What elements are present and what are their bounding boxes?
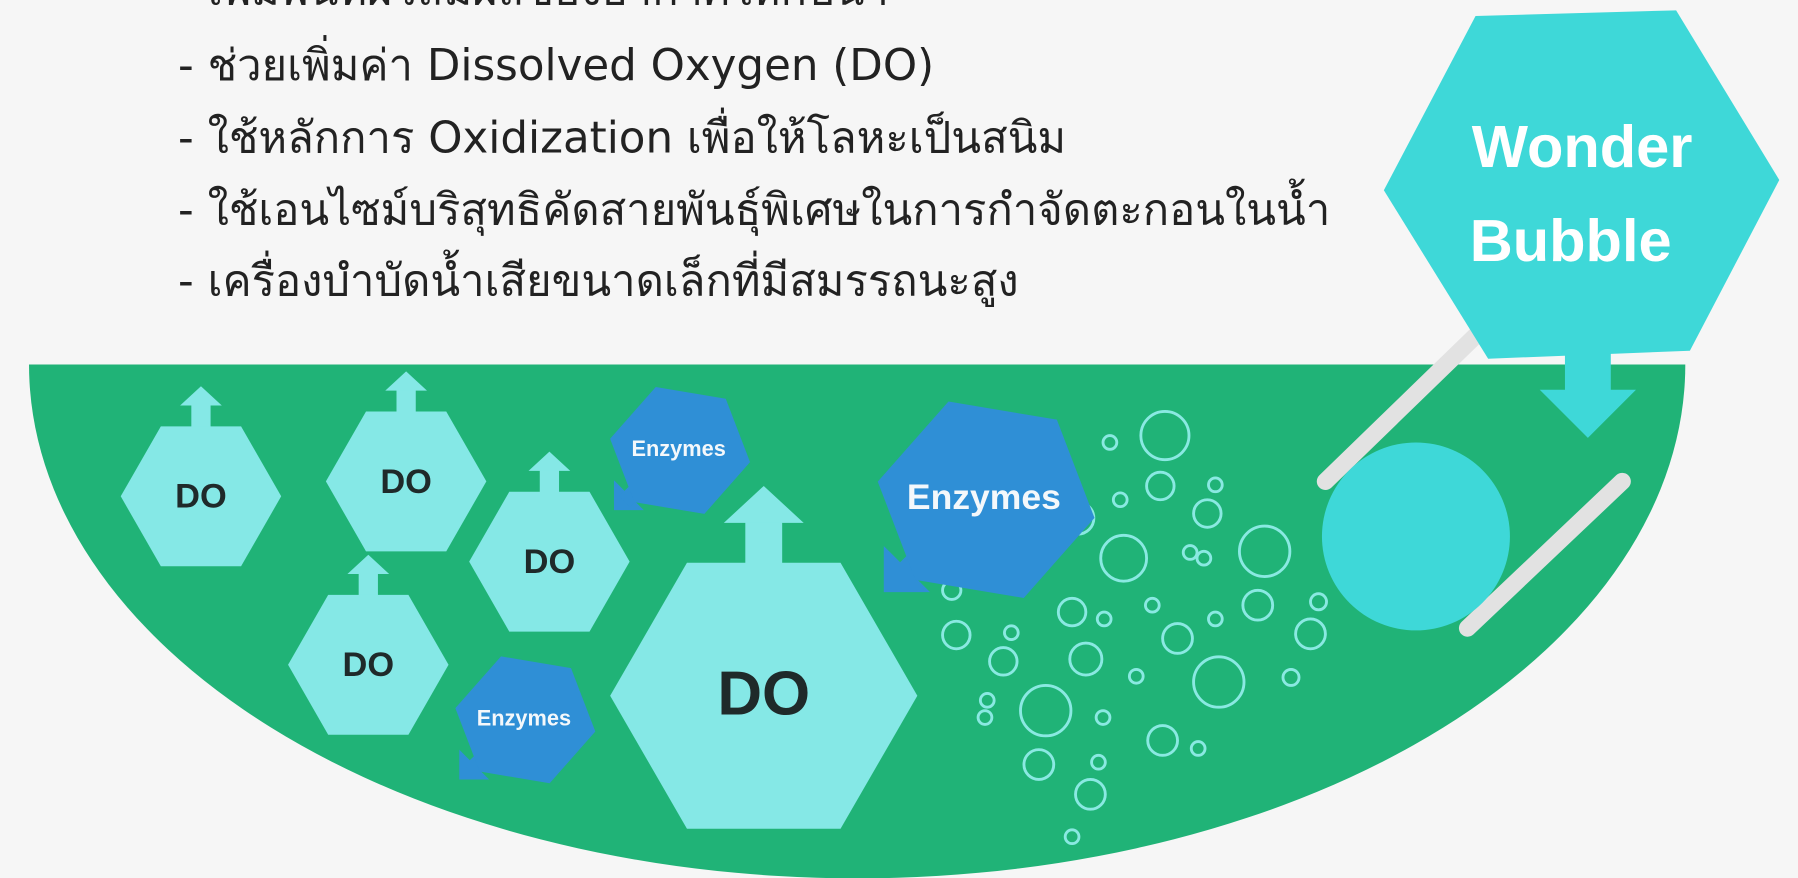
bubble [1189,740,1207,757]
do-arrow [539,469,560,495]
bubble [1019,684,1073,738]
rod [1458,472,1631,637]
rod [1316,323,1488,491]
bubble [1195,549,1213,567]
bubble [978,692,996,709]
do-arrow [191,403,211,430]
bubble [1090,753,1107,771]
enzyme-hexagon [610,387,751,514]
bubble [1237,524,1292,578]
enzyme-label: Enzymes [907,477,1061,517]
do-arrow [745,519,783,569]
do-hexagon [120,426,282,567]
enzyme-label: Enzymes [477,706,571,731]
bubble [1111,491,1129,509]
do-arrow [723,485,804,523]
do-label: DO [343,646,395,684]
bubble [1022,748,1056,781]
do-arrow [358,572,378,599]
bullet: - ช่วยเพิ่มค่า Dissolved Oxygen (DO) [178,35,934,91]
bubble [1207,476,1224,494]
do-arrow [180,386,222,406]
bullet: - เครื่องบำบัดน้ำเสียขนาดเล็กที่มีสมรรถน… [178,250,1019,308]
bubble [1068,641,1104,677]
do-arrow [528,451,571,471]
arrow [1539,389,1637,438]
bubble [1095,610,1113,628]
do-label: DO [175,478,227,516]
enzyme-arrow [613,480,644,511]
bubble [1139,410,1191,462]
bullet: - เพิ่มพื้นที่ผิวสัมผัสของอากาศให้กับน้ำ [178,0,889,16]
bubble-ball [1321,442,1510,631]
bubble [1101,434,1119,451]
bullet-list: - เพิ่มพื้นที่ผิวสัมผัสของอากาศให้กับน้ำ… [178,0,1330,308]
arrow [1564,343,1611,393]
bubble [976,709,994,726]
bubble [1099,533,1149,583]
enzyme-hexagon [455,656,596,784]
bubble [941,619,972,651]
bubble [1003,624,1020,642]
bubble [1127,667,1145,685]
bubble [1241,588,1275,622]
do-hexagon [325,411,487,552]
bubble [988,646,1019,677]
do-label: DO [380,463,432,501]
bubble [1063,828,1081,846]
bubble [1207,610,1224,628]
bubble [1281,667,1301,687]
bullet: - ใช้หลักการ Oxidization เพื่อให้โลหะเป็… [178,107,1066,163]
do-hexagon [610,562,918,829]
do-hexagon [288,594,449,735]
bubble [1146,724,1179,757]
bullet: - ใช้เอนไซม์บริสุทธิคัดสายพันธุ์พิเศษในก… [178,179,1330,237]
bubble [1094,709,1112,726]
bubble [1192,655,1246,709]
bubble [1056,596,1088,628]
bubble [1144,596,1161,614]
bubble [1074,777,1107,811]
bubble [1309,592,1328,612]
enzyme-arrow [883,545,930,593]
do-arrow [347,554,390,575]
bubble [1145,470,1176,502]
do-label: DO [524,543,576,581]
bubble [1181,544,1199,561]
shapes: DO DO DO DO DO Enzymes Enzymes Enzymes [120,371,1328,846]
do-arrow [385,371,427,391]
do-label: DO [717,659,810,728]
do-arrow [396,389,416,415]
product-name: Wonder [1472,113,1693,180]
bubble [1294,617,1327,651]
bubble [1161,622,1194,655]
enzyme-hexagon [877,401,1095,598]
enzyme-label: Enzymes [631,436,725,461]
bubble [1192,498,1223,529]
do-hexagon [469,491,630,632]
product-name: Bubble [1470,207,1672,274]
product-hexagon [1383,10,1780,359]
